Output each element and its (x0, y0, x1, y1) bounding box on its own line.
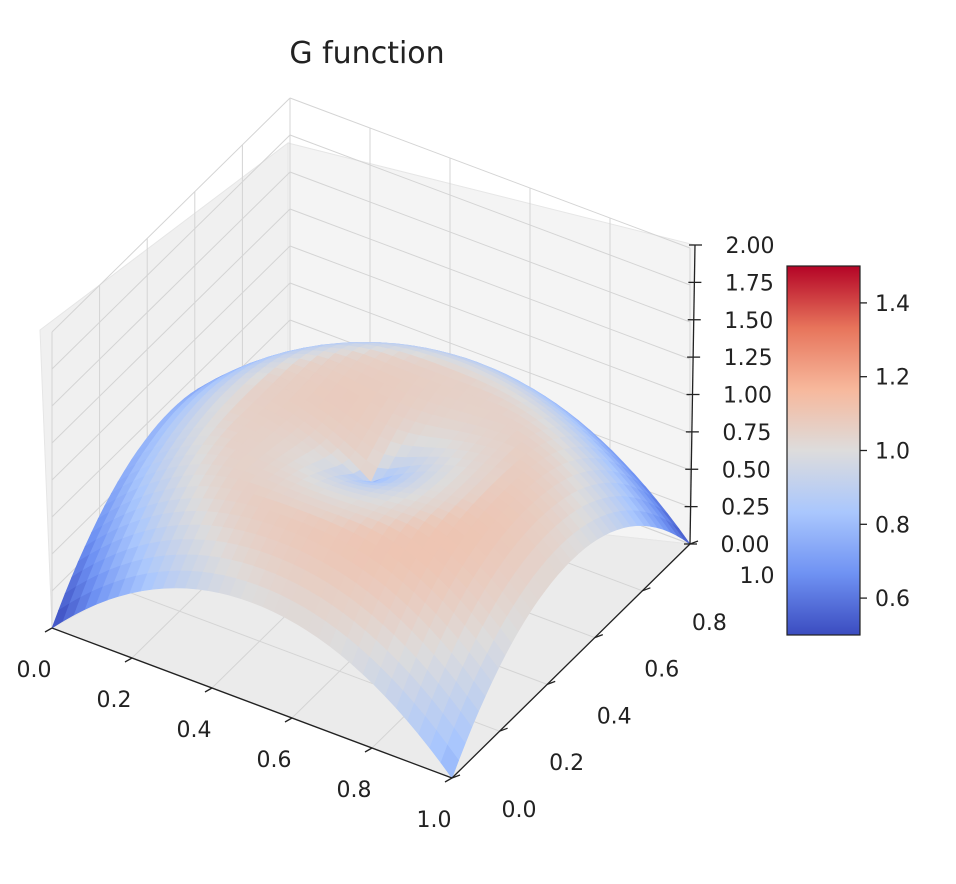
colorbar-tick-label: 0.8 (875, 513, 910, 538)
x-tick-mark (444, 777, 453, 783)
y-tick-mark (451, 774, 461, 779)
back-grid-horizontal (289, 282, 691, 434)
colorbar-tick-label: 0.6 (875, 587, 910, 612)
back-grid-horizontal (289, 134, 691, 286)
left-grid-horizontal (51, 97, 291, 333)
z-tick-label: 0.75 (722, 421, 771, 446)
back-grid-horizontal (289, 208, 691, 360)
colorbar-ticks: 0.6 0.8 1.0 1.2 1.4 (860, 292, 910, 612)
y-tick-label: 0.8 (692, 611, 727, 636)
y-tick-mark (499, 727, 508, 732)
y-tick-mark (546, 680, 556, 686)
x-axis-line (51, 627, 453, 779)
y-axis-ticks: 0.0 0.2 0.4 0.6 0.8 1.0 (451, 540, 775, 823)
y-tick-label: 0.4 (597, 704, 632, 729)
back-grid-horizontal (289, 245, 691, 397)
x-tick-mark (124, 657, 133, 663)
left-grid-horizontal (51, 171, 291, 407)
left-grid-horizontal (51, 282, 291, 518)
x-tick-label: 0.6 (257, 748, 292, 773)
y-tick-mark (594, 633, 604, 639)
left-grid-horizontal (51, 134, 291, 370)
z-tick-label: 0.00 (721, 533, 770, 558)
x-tick-mark (204, 687, 213, 693)
x-tick-label: 0.4 (177, 718, 212, 743)
x-tick-mark (44, 627, 53, 633)
left-grid-horizontal (51, 208, 291, 444)
surface-facet (440, 744, 459, 779)
y-axis-line (451, 543, 691, 779)
z-axis-ticks: 0.00 0.25 0.50 0.75 1.00 1.25 1.50 1.75 2.00 (684, 234, 774, 558)
z-tick-label: 1.00 (723, 384, 772, 409)
y-tick-mark (642, 587, 651, 592)
z-tick-label: 0.50 (722, 458, 771, 483)
y-tick-label: 1.0 (740, 564, 775, 589)
colorbar-tick-label: 1.2 (875, 366, 910, 391)
x-axis-ticks: 0.0 0.2 0.4 0.6 0.8 1.0 (17, 627, 453, 833)
surface-mesh (51, 341, 691, 779)
z-tick-label: 0.25 (721, 496, 770, 521)
x-tick-label: 0.2 (97, 688, 132, 713)
y-tick-label: 0.2 (549, 751, 584, 776)
back-grid-horizontal (289, 97, 691, 249)
colorbar (786, 265, 861, 636)
z-tick-label: 1.75 (725, 271, 774, 296)
z-tick-label: 2.00 (726, 234, 775, 259)
y-tick-label: 0.0 (502, 798, 537, 823)
z-tick-label: 1.50 (724, 309, 773, 334)
chart-title: G function (289, 36, 444, 71)
x-tick-label: 0.8 (337, 778, 372, 803)
x-tick-label: 0.0 (17, 658, 52, 683)
colorbar-tick-label: 1.0 (875, 440, 910, 465)
left-grid-horizontal (51, 245, 291, 481)
back-grid-horizontal (289, 171, 691, 323)
x-tick-mark (284, 717, 293, 723)
y-tick-label: 0.6 (644, 658, 679, 683)
colorbar-tick-label: 1.4 (875, 292, 910, 317)
x-tick-label: 1.0 (417, 808, 452, 833)
z-tick-label: 1.25 (724, 346, 773, 371)
x-tick-mark (364, 747, 373, 753)
